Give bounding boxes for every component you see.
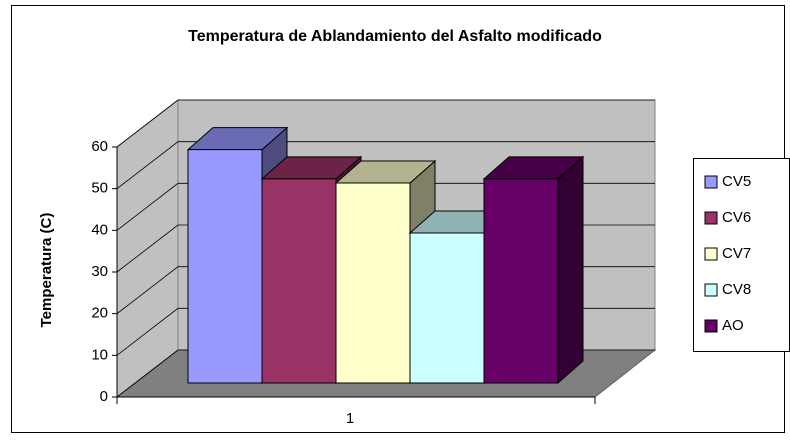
grid-line: [116, 99, 655, 148]
legend-items: CV5 CV6 CV7 CV8 AO: [704, 173, 751, 334]
legend-label: CV7: [722, 245, 751, 262]
legend-swatch: [704, 283, 718, 297]
y-tick-label: 30: [91, 263, 108, 280]
grid-line: [116, 141, 655, 189]
y-tick-label: 60: [91, 138, 108, 155]
legend-label: CV6: [722, 209, 751, 226]
legend-swatch: [704, 247, 718, 261]
legend-label: CV8: [722, 281, 751, 298]
bar: [261, 178, 337, 384]
legend-label: AO: [722, 317, 744, 334]
bar: [409, 232, 485, 384]
bar-side: [557, 155, 584, 385]
legend-label: CV5: [722, 173, 751, 190]
y-tick-label: 20: [91, 305, 108, 322]
bar: [483, 178, 559, 384]
y-axis-label: Temperatura (C): [38, 213, 55, 328]
x-tick-label: 1: [346, 410, 354, 427]
y-tick-label: 10: [91, 346, 108, 363]
bar: [335, 182, 411, 384]
legend-swatch: [704, 211, 718, 225]
y-tick-label: 40: [91, 221, 108, 238]
chart-title: Temperatura de Ablandamiento del Asfalto…: [188, 28, 602, 45]
y-tick-label: 0: [100, 388, 108, 405]
legend-swatch: [704, 319, 718, 333]
bar: [187, 149, 263, 384]
y-tick-label: 50: [91, 180, 108, 197]
bars: [186, 126, 585, 385]
legend-swatch: [704, 175, 718, 189]
